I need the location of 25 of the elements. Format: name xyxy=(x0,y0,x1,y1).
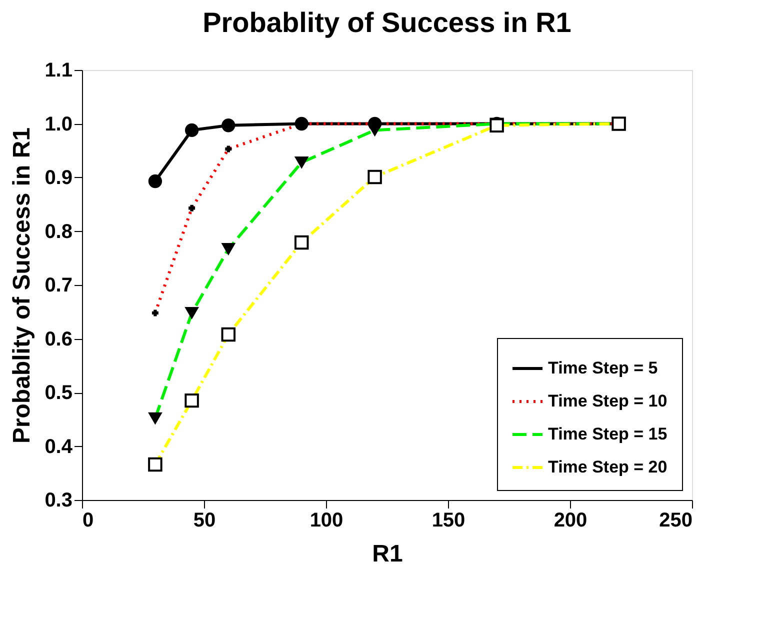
y-tick-label: 0.3 xyxy=(44,490,72,512)
legend-label: Time Step = 15 xyxy=(548,424,668,444)
point xyxy=(222,118,236,132)
legend-label: Time Step = 5 xyxy=(548,358,658,378)
y-tick-label: 0.8 xyxy=(44,220,72,243)
x-tick-label: 50 xyxy=(193,510,216,532)
y-tick-label: 1.0 xyxy=(44,113,72,136)
y-tick-label: 0.6 xyxy=(44,328,72,350)
x-axis-title: R1 xyxy=(372,540,403,568)
x-tick-label: 100 xyxy=(310,510,344,532)
x-tick-label: 150 xyxy=(432,510,466,532)
y-tick-label: 0.9 xyxy=(44,167,72,189)
x-tick-label: 200 xyxy=(554,510,588,532)
x-tick-label: 250 xyxy=(659,510,692,532)
y-tick-label: 0.4 xyxy=(44,436,74,458)
legend-label: Time Step = 10 xyxy=(548,392,668,410)
point xyxy=(148,174,162,188)
y-axis-title: Probablity of Success in R1 xyxy=(8,127,36,444)
x-tick-label: 0 xyxy=(82,510,94,532)
chart-title: Probablity of Success in R1 xyxy=(202,7,572,38)
y-tick-label: 0.5 xyxy=(44,382,72,404)
y-tick-label: 1.1 xyxy=(44,60,72,82)
point xyxy=(184,123,199,138)
y-tick-label: 0.7 xyxy=(44,274,72,296)
legend-label: Time Step = 20 xyxy=(548,458,668,476)
